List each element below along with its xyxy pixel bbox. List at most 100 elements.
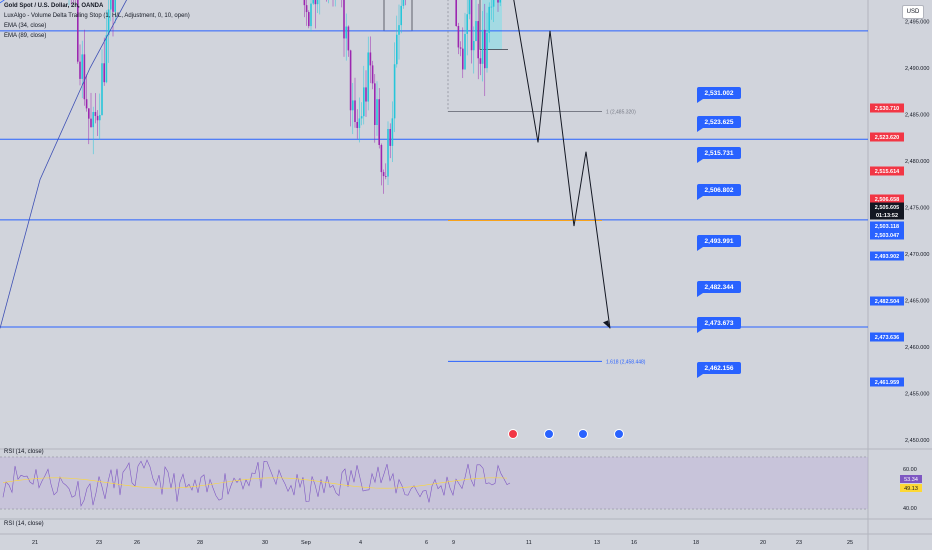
rsi-label[interactable]: RSI (14, close) bbox=[4, 449, 44, 455]
rsi-value-tag bbox=[900, 475, 922, 483]
axis-price-tag-label: 2,523.620 bbox=[875, 135, 899, 141]
candle-body bbox=[396, 34, 398, 65]
flag-event-icon bbox=[544, 429, 554, 439]
candle-body bbox=[369, 52, 372, 66]
axis-price-tag bbox=[870, 230, 904, 240]
level-label-box bbox=[697, 87, 741, 99]
axis-price-tag bbox=[870, 332, 904, 342]
candle-body bbox=[83, 54, 86, 100]
candle-body bbox=[470, 0, 473, 51]
level-label-box bbox=[697, 184, 741, 196]
rsi-line bbox=[2, 459, 511, 507]
rsi-tick-label: 40.00 bbox=[903, 506, 917, 512]
time-tick-label: 26 bbox=[134, 540, 140, 546]
candle-body bbox=[110, 0, 112, 10]
flag-event-icon bbox=[614, 429, 624, 439]
time-tick-label: 20 bbox=[760, 540, 766, 546]
price-tick-label: 2,455.000 bbox=[905, 392, 929, 398]
axis-price-tag-label: 2,530.710 bbox=[875, 106, 899, 112]
level-label-pointer bbox=[697, 97, 703, 103]
level-label-pointer bbox=[697, 372, 703, 378]
candle-body bbox=[376, 99, 378, 126]
candle-body bbox=[459, 47, 462, 49]
candle-body bbox=[389, 128, 391, 146]
candle-body bbox=[481, 29, 484, 64]
candle-body bbox=[81, 54, 83, 79]
axis-price-tag-label: 01:13:52 bbox=[876, 213, 898, 219]
price-tick-label: 2,465.000 bbox=[905, 299, 929, 305]
rsi-ma-value-tag bbox=[900, 484, 922, 492]
axis-price-tag-label: 2,493.902 bbox=[875, 254, 899, 260]
candle-body bbox=[308, 12, 310, 27]
axis-price-tag-label: 2,503.118 bbox=[875, 224, 899, 230]
candle-body bbox=[382, 172, 385, 177]
axis-price-tag bbox=[870, 194, 904, 204]
level-label-box bbox=[697, 362, 741, 374]
fib-level-label: 1 (2,485.320) bbox=[606, 110, 636, 116]
symbol-title[interactable]: Gold Spot / U.S. Dollar, 2h, OANDA bbox=[4, 3, 104, 9]
rsi-tick-label: 60.00 bbox=[903, 467, 917, 473]
indicator-ema34-label[interactable]: EMA (34, close) bbox=[4, 23, 47, 29]
candle-body bbox=[391, 118, 394, 146]
price-tick-label: 2,460.000 bbox=[905, 345, 929, 351]
axis-price-tag bbox=[870, 166, 904, 176]
candle-body bbox=[112, 0, 114, 12]
candle-body bbox=[349, 50, 352, 111]
candle-body bbox=[466, 14, 468, 34]
level-label-box bbox=[697, 147, 741, 159]
candle-body bbox=[464, 33, 466, 70]
time-tick-label: 11 bbox=[526, 540, 532, 546]
candle-body bbox=[360, 116, 363, 119]
axis-price-tag bbox=[870, 251, 904, 261]
time-tick-label: 23 bbox=[796, 540, 802, 546]
indicator-ema89-label[interactable]: EMA (89, close) bbox=[4, 33, 47, 39]
indicator-luxalgo-label[interactable]: LuxAlgo - Volume Delta Trailing Stop (1,… bbox=[4, 13, 190, 19]
level-label-box bbox=[697, 235, 741, 247]
level-label-pointer bbox=[697, 126, 703, 132]
candle-body bbox=[402, 0, 405, 6]
time-tick-label: 23 bbox=[96, 540, 102, 546]
candle-body bbox=[393, 64, 396, 119]
axis-price-tag-label: 2,506.658 bbox=[875, 197, 899, 203]
candle-body bbox=[462, 48, 464, 70]
price-tick-label: 2,480.000 bbox=[905, 159, 929, 165]
time-tick-label: 16 bbox=[631, 540, 637, 546]
candle-body bbox=[457, 26, 460, 48]
axis-price-tag-label: 2,461.959 bbox=[875, 380, 899, 386]
candle-body bbox=[374, 83, 376, 126]
candle-body bbox=[356, 122, 358, 129]
candle-body bbox=[105, 35, 108, 83]
candle-body bbox=[398, 25, 400, 35]
level-label-box bbox=[697, 116, 741, 128]
time-tick-label: 30 bbox=[262, 540, 268, 546]
time-tick-label: 25 bbox=[847, 540, 853, 546]
candle-body bbox=[352, 100, 354, 111]
level-label: 2,493.991 bbox=[705, 238, 734, 245]
rsi-ma-value-label: 49.13 bbox=[904, 486, 918, 492]
candle-body bbox=[455, 0, 457, 27]
rsi-band-fill bbox=[0, 457, 868, 509]
candle-body bbox=[479, 58, 482, 64]
candle-body bbox=[345, 26, 347, 39]
axis-price-tag-label: 2,503.047 bbox=[875, 233, 899, 239]
rsi-label-secondary[interactable]: RSI (14, close) bbox=[4, 521, 44, 527]
level-label: 2,482.344 bbox=[705, 284, 734, 291]
time-tick-label: Sep bbox=[301, 540, 311, 546]
economic-event-icon bbox=[508, 429, 518, 439]
rsi-pane-background bbox=[0, 450, 868, 520]
candle-body bbox=[484, 29, 486, 69]
axis-price-tag bbox=[870, 132, 904, 142]
candle-body bbox=[367, 52, 369, 102]
candle-body bbox=[99, 114, 101, 121]
candle-body bbox=[488, 6, 490, 33]
candle-body bbox=[363, 87, 365, 117]
fib-level-label: 1.618 (2,458.448) bbox=[606, 359, 646, 365]
bearish-projection-path bbox=[513, 0, 611, 329]
candle-body bbox=[365, 87, 367, 102]
candle-body bbox=[477, 21, 479, 59]
price-tick-label: 2,470.000 bbox=[905, 252, 929, 258]
currency-button[interactable]: USD bbox=[902, 5, 924, 19]
time-tick-label: 9 bbox=[452, 540, 455, 546]
candle-body bbox=[94, 112, 97, 116]
